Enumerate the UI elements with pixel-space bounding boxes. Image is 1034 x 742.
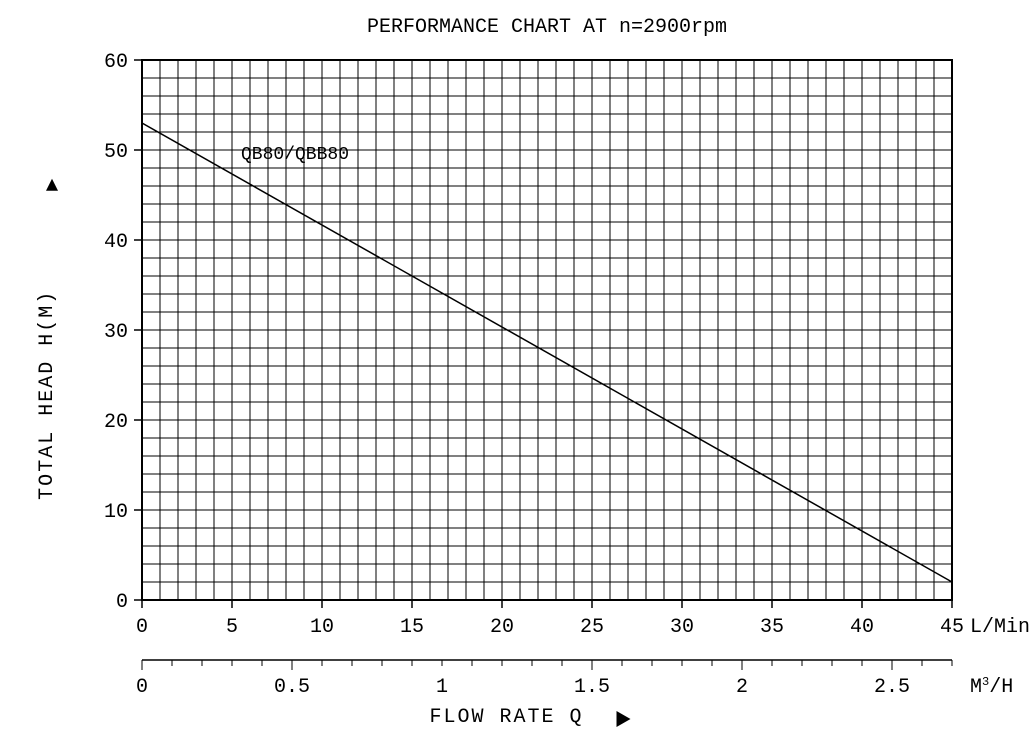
y-tick-label: 0: [116, 591, 128, 614]
x2-tick-label: 1: [436, 676, 448, 699]
x-tick-label: 5: [226, 616, 238, 639]
y-tick-label: 10: [104, 501, 128, 524]
y-tick-label: 30: [104, 321, 128, 344]
series-label: QB80/QBB80: [241, 145, 349, 165]
x-tick-label: 25: [580, 616, 604, 639]
x2-tick-label: 2.5: [874, 676, 910, 699]
x-axis-arrow-icon: [617, 711, 631, 727]
chart-svg: PERFORMANCE CHART AT n=2900rpm0102030405…: [0, 0, 1034, 742]
x-axis-secondary-unit: M3/H: [970, 675, 1013, 699]
x-axis-primary-unit: L/Min: [970, 616, 1030, 639]
chart-title: PERFORMANCE CHART AT n=2900rpm: [367, 16, 727, 39]
grid: [142, 60, 952, 600]
performance-chart: PERFORMANCE CHART AT n=2900rpm0102030405…: [0, 0, 1034, 742]
y-tick-label: 60: [104, 51, 128, 74]
x-tick-label: 45: [940, 616, 964, 639]
x-tick-label: 15: [400, 616, 424, 639]
x-tick-label: 40: [850, 616, 874, 639]
x-tick-label: 10: [310, 616, 334, 639]
y-axis-arrow-icon: [46, 179, 58, 191]
y-axis-label: TOTAL HEAD H(M): [36, 290, 59, 500]
x2-tick-label: 0: [136, 676, 148, 699]
x2-tick-label: 0.5: [274, 676, 310, 699]
x2-tick-label: 1.5: [574, 676, 610, 699]
x2-tick-label: 2: [736, 676, 748, 699]
x-tick-label: 0: [136, 616, 148, 639]
y-tick-label: 40: [104, 231, 128, 254]
y-tick-label: 50: [104, 141, 128, 164]
x-tick-label: 35: [760, 616, 784, 639]
series-line: [142, 123, 952, 582]
x-tick-label: 30: [670, 616, 694, 639]
x-axis-title: FLOW RATE Q: [429, 706, 583, 729]
x-tick-label: 20: [490, 616, 514, 639]
y-tick-label: 20: [104, 411, 128, 434]
